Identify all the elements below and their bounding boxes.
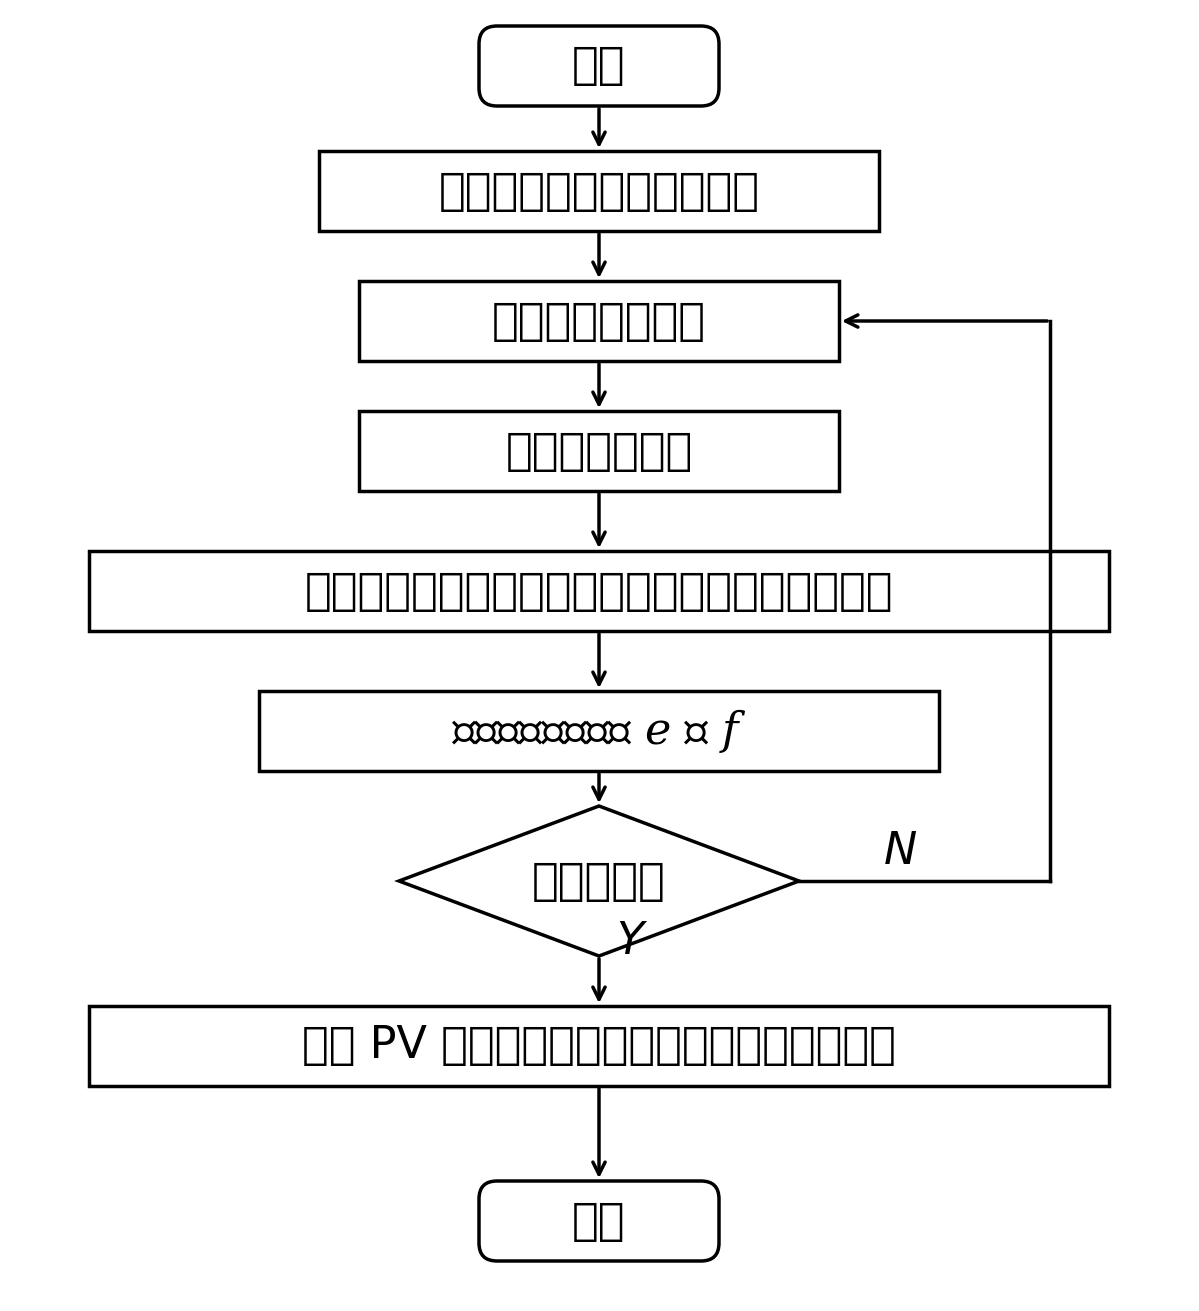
- Text: 形成节点导纳矩阵: 形成节点导纳矩阵: [492, 299, 706, 342]
- Text: Y: Y: [616, 919, 644, 962]
- Text: 是否收敛？: 是否收敛？: [532, 860, 665, 902]
- Polygon shape: [399, 806, 799, 956]
- Bar: [359, 281, 839, 361]
- Bar: [319, 151, 879, 231]
- Bar: [359, 412, 839, 492]
- Bar: [259, 691, 939, 771]
- FancyBboxPatch shape: [478, 26, 719, 106]
- Text: N: N: [884, 830, 916, 873]
- Text: 计算节点功率及功率不平衡量和电压平方不平衡量: 计算节点功率及功率不平衡量和电压平方不平衡量: [305, 569, 893, 612]
- Text: 计算 PV 节点和平衡节点功率及支路功率并输出: 计算 PV 节点和平衡节点功率及支路功率并输出: [302, 1024, 896, 1067]
- Text: 形成雅可比矩阵: 形成雅可比矩阵: [505, 430, 693, 472]
- Text: 原始数据输入和电压初始化: 原始数据输入和电压初始化: [439, 169, 759, 212]
- Text: 结束: 结束: [572, 1200, 626, 1243]
- Bar: [89, 1006, 1109, 1086]
- Text: 解修正方程及修正 $e$ 和 $f$: 解修正方程及修正 $e$ 和 $f$: [452, 707, 747, 755]
- Bar: [89, 551, 1109, 631]
- Text: 开始: 开始: [572, 45, 626, 88]
- FancyBboxPatch shape: [478, 1181, 719, 1261]
